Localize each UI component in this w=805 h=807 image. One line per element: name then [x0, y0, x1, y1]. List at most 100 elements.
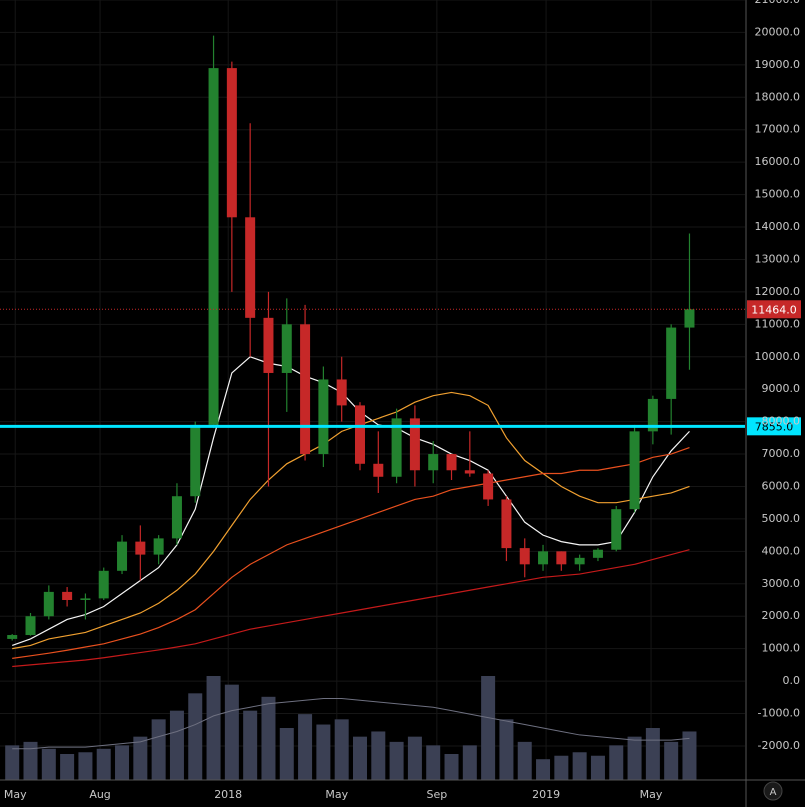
volume-bar — [517, 741, 532, 780]
volume-bar — [536, 759, 551, 780]
y-tick-label: 9000.0 — [762, 382, 801, 395]
volume-bar — [499, 719, 514, 780]
y-tick-label: 17000.0 — [755, 123, 801, 136]
candle-body — [226, 68, 237, 218]
volume-bar — [682, 731, 697, 780]
candle-body — [153, 538, 164, 555]
volume-bar — [243, 710, 258, 780]
candle-body — [391, 418, 402, 477]
volume-bar — [407, 736, 422, 780]
candle-body — [666, 327, 677, 399]
candle-body — [611, 509, 622, 550]
volume-bar — [133, 736, 148, 780]
volume-bar — [444, 754, 459, 780]
y-tick-label: 15000.0 — [755, 188, 801, 201]
y-tick-label: 8000.0 — [762, 415, 801, 428]
y-tick-label: 20000.0 — [755, 25, 801, 38]
volume-bar — [96, 748, 111, 780]
y-tick-label: 16000.0 — [755, 155, 801, 168]
y-tick-label: 12000.0 — [755, 285, 801, 298]
candle-body — [647, 398, 658, 432]
volume-bar — [41, 748, 56, 780]
candle-body — [263, 317, 274, 373]
volume-bar — [371, 731, 386, 780]
moving-average-line — [12, 447, 690, 659]
moving-average-line — [12, 391, 690, 650]
volume-bar — [316, 724, 331, 780]
price-level-tag — [747, 300, 801, 319]
volume-bar — [188, 693, 203, 780]
volume-bar — [78, 752, 93, 780]
volume-ma-line — [12, 698, 690, 750]
candle-body — [574, 557, 585, 565]
candle-body — [62, 591, 73, 600]
candle-body — [446, 454, 457, 471]
candle-body — [354, 405, 365, 464]
y-tick-label: 11000.0 — [755, 317, 801, 330]
candle-body — [281, 324, 292, 373]
volume-bar — [664, 741, 679, 780]
candle-body — [245, 217, 256, 318]
price-level-label: 11464.0 — [751, 303, 797, 316]
candle-body — [592, 549, 603, 558]
x-tick-label: 2019 — [532, 788, 560, 801]
candle-body — [171, 496, 182, 539]
x-tick-label: May — [4, 788, 27, 801]
candle-body — [190, 424, 201, 497]
y-tick-label: 18000.0 — [755, 90, 801, 103]
y-tick-label: 0.0 — [783, 674, 801, 687]
y-tick-label: 19000.0 — [755, 58, 801, 71]
moving-average-line — [12, 549, 690, 668]
volume-bar — [206, 676, 221, 780]
volume-bar — [5, 745, 20, 780]
volume-bar — [627, 736, 642, 780]
auto-scale-label[interactable]: A — [770, 787, 777, 798]
y-tick-label: 14000.0 — [755, 220, 801, 233]
candle-body — [519, 548, 530, 565]
volume-bar — [298, 714, 313, 780]
volume-bar — [554, 755, 569, 780]
candle-body — [300, 324, 311, 455]
volume-bar — [572, 752, 587, 780]
volume-bar — [279, 728, 294, 780]
candle-body — [43, 591, 54, 617]
candle-body — [428, 454, 439, 471]
price-level-tag — [747, 417, 801, 436]
volume-bar — [60, 754, 75, 780]
y-tick-label: 6000.0 — [762, 479, 801, 492]
auto-scale-circle[interactable] — [763, 781, 783, 801]
candle-body — [25, 616, 36, 636]
y-tick-label: 5000.0 — [762, 512, 801, 525]
volume-bar — [151, 719, 166, 780]
volume-bar — [261, 696, 276, 780]
y-tick-label: 10000.0 — [755, 350, 801, 363]
candle-body — [556, 551, 567, 565]
x-tick-label: May — [325, 788, 348, 801]
candle-body — [336, 379, 347, 406]
y-tick-label: 21000.0 — [755, 0, 801, 6]
x-tick-label: May — [640, 788, 663, 801]
candle-body — [135, 541, 146, 555]
candle-body — [98, 570, 109, 599]
auto-scale-button[interactable]: A — [763, 781, 783, 801]
volume-bar — [115, 745, 130, 780]
volume-bar — [224, 684, 239, 780]
volume-bar — [462, 745, 477, 780]
y-tick-label: 1000.0 — [762, 642, 801, 655]
candle-body — [464, 470, 475, 474]
volume-bar — [334, 719, 349, 780]
candle-body — [117, 541, 128, 571]
volume-bar — [590, 755, 605, 780]
volume-bar — [426, 745, 441, 780]
volume-bar — [609, 745, 624, 780]
y-tick-label: 2000.0 — [762, 609, 801, 622]
volume-bar — [169, 710, 184, 780]
x-tick-label: Aug — [89, 788, 110, 801]
candle-body — [684, 309, 695, 328]
candle-body — [318, 379, 329, 455]
y-tick-label: 13000.0 — [755, 252, 801, 265]
y-tick-label: 7000.0 — [762, 447, 801, 460]
